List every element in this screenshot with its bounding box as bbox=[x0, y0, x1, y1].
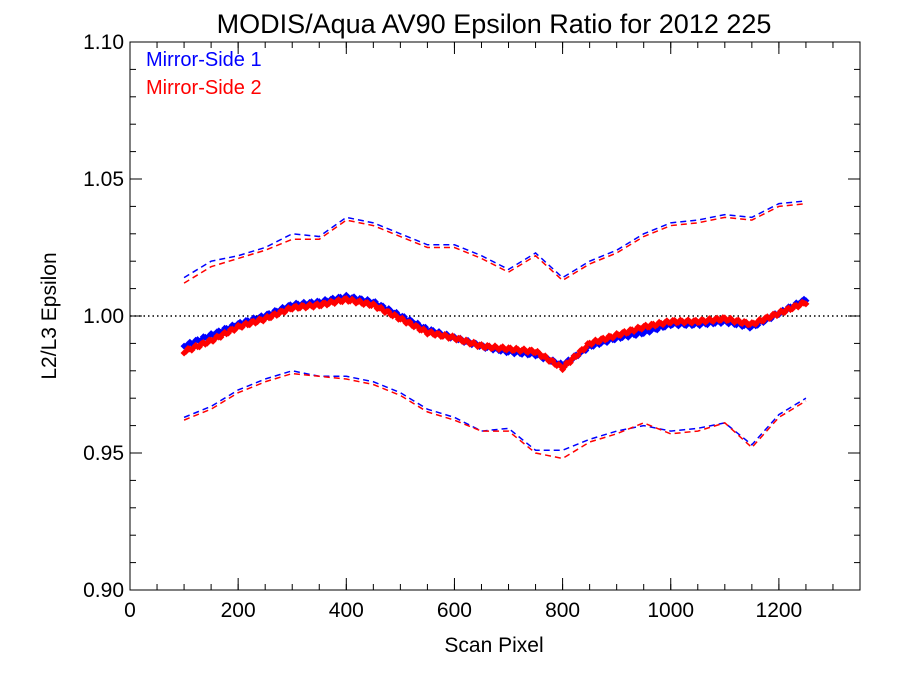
y-axis-label: L2/L3 Epsilon bbox=[38, 252, 61, 379]
y-tick-label: 1.00 bbox=[83, 305, 124, 328]
x-tick-label: 600 bbox=[437, 599, 472, 622]
plot-area: 0 200 400 600 800 1000 1200 0.90 0.95 1.00 1.05 1.1… bbox=[83, 31, 861, 622]
series-line-mirror-side-1-lower bbox=[183, 370, 807, 452]
series-line-mirror-side-2-lower bbox=[183, 372, 807, 460]
chart-title: MODIS/Aqua AV90 Epsilon Ratio for 2012 2… bbox=[217, 9, 772, 39]
x-tick-label: 0 bbox=[124, 599, 136, 622]
x-tick-label: 800 bbox=[545, 599, 580, 622]
y-tick-label: 0.95 bbox=[83, 442, 124, 465]
series-line-mirror-side-2-upper bbox=[183, 202, 807, 284]
legend: Mirror-Side 1 Mirror-Side 2 bbox=[146, 49, 262, 99]
x-tick-label: 200 bbox=[221, 599, 256, 622]
y-tick-label: 0.90 bbox=[83, 579, 124, 602]
y-tick-label: 1.10 bbox=[83, 31, 124, 54]
series-markers-mirror-side-2 bbox=[180, 294, 810, 374]
y-tick-label: 1.05 bbox=[83, 168, 124, 191]
series-markers-mirror-side-1 bbox=[180, 291, 810, 370]
x-axis-label: Scan Pixel bbox=[444, 634, 543, 657]
data-point bbox=[802, 300, 810, 308]
series-line-mirror-side-1-upper bbox=[183, 200, 807, 279]
legend-entry-mirror-side-1: Mirror-Side 1 bbox=[146, 49, 262, 71]
x-tick-label: 1000 bbox=[647, 599, 694, 622]
x-tick-label: 400 bbox=[329, 599, 364, 622]
x-tick-label: 1200 bbox=[756, 599, 803, 622]
data-point bbox=[506, 344, 514, 352]
legend-entry-mirror-side-2: Mirror-Side 2 bbox=[146, 77, 262, 99]
